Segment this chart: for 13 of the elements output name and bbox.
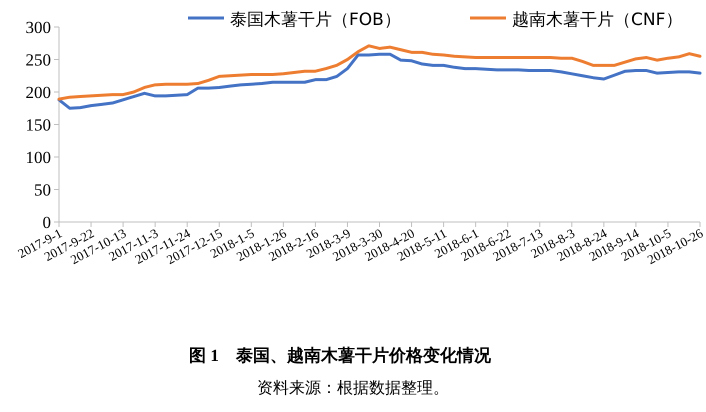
y-tick-label: 0	[42, 213, 51, 232]
text: 资料来源：根据数据整理。	[257, 379, 449, 397]
y-tick-label: 250	[26, 50, 51, 70]
line-series	[58, 44, 702, 101]
line-series	[58, 52, 702, 110]
y-tick-label: 300	[26, 18, 51, 37]
text: 图 1 泰国、越南木薯干片价格变化情况	[189, 346, 492, 365]
y-tick-label: 150	[26, 116, 51, 134]
y-tick-label: 200	[26, 83, 51, 102]
legend-label: 越南木薯干片（CNF）	[512, 10, 682, 30]
legend-label: 泰国木薯干片（FOB）	[230, 10, 401, 30]
y-tick-label: 100	[26, 148, 51, 167]
y-tick-label: 50	[34, 180, 51, 200]
